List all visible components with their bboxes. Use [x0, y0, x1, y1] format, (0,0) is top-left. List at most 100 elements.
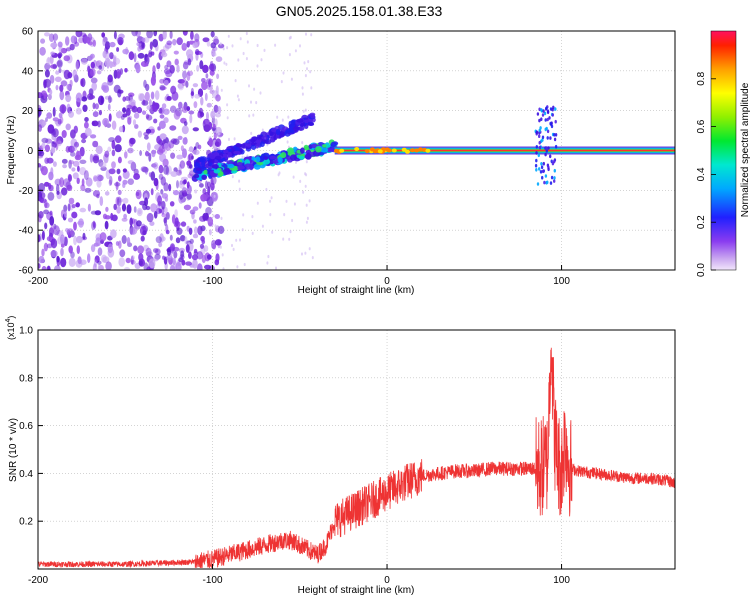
- noise-faint-dot: [310, 86, 313, 90]
- noise-faint-dot: [281, 118, 284, 122]
- noise-dot: [212, 123, 216, 129]
- noise-dot: [92, 190, 101, 197]
- noise-dot: [163, 142, 169, 149]
- noise-dot: [50, 146, 56, 154]
- noise-dot: [188, 251, 192, 259]
- noise-dot: [97, 260, 102, 265]
- noise-dot: [67, 217, 74, 223]
- noise-dot: [165, 212, 170, 220]
- noise-dot: [61, 158, 68, 164]
- noise-dot: [192, 233, 199, 239]
- noise-faint-dot: [295, 160, 297, 164]
- branch-dot: [296, 118, 304, 123]
- svg-text:(x104): (x104): [5, 316, 16, 340]
- noise-faint-dot: [301, 92, 304, 96]
- noise-faint-dot: [289, 35, 292, 40]
- disturbance-dot: [545, 106, 548, 111]
- noise-dot: [176, 227, 183, 235]
- noise-dot: [46, 157, 54, 164]
- noise-dot: [60, 187, 68, 196]
- noise-dot: [150, 171, 156, 181]
- noise-dot: [108, 95, 112, 104]
- noise-faint-dot: [303, 61, 306, 65]
- noise-dot: [93, 259, 98, 268]
- snr-series-line: [38, 347, 675, 569]
- noise-dot: [93, 242, 99, 247]
- noise-dot: [87, 203, 91, 212]
- noise-faint-dot: [305, 173, 308, 177]
- spectrogram-y-tick-label-1: -40: [19, 226, 34, 237]
- branch-dot: [233, 150, 241, 155]
- noise-faint-dot: [282, 237, 285, 241]
- noise-dot: [146, 105, 151, 110]
- noise-dot: [62, 164, 67, 169]
- spectrogram-y-tick-label-3: 0: [27, 146, 33, 157]
- noise-dot: [199, 60, 204, 70]
- noise-dot: [156, 208, 162, 215]
- noise-dot: [189, 209, 196, 215]
- disturbance-dot: [538, 128, 541, 133]
- noise-dot: [50, 224, 54, 233]
- spectrogram-x-tick-label-3: 100: [553, 276, 570, 287]
- noise-dot: [131, 31, 138, 37]
- noise-dot: [133, 173, 141, 180]
- noise-dot: [136, 207, 143, 217]
- noise-dot: [157, 201, 162, 207]
- noise-dot: [186, 193, 192, 200]
- noise-dot: [84, 121, 89, 129]
- noise-faint-dot: [239, 37, 242, 41]
- spectrogram-y-tick-label-0: -60: [19, 266, 34, 277]
- noise-dot: [101, 32, 106, 38]
- noise-faint-dot: [304, 251, 307, 255]
- noise-faint-dot: [291, 218, 294, 223]
- snr-x-tick-label-0: -200: [28, 575, 48, 586]
- noise-faint-dot: [231, 44, 234, 48]
- noise-dot: [183, 204, 191, 211]
- noise-dot: [158, 120, 166, 129]
- disturbance-dot: [535, 158, 538, 163]
- noise-dot: [208, 265, 215, 270]
- noise-faint-dot: [222, 47, 225, 51]
- disturbance-dot: [541, 138, 544, 142]
- noise-dot: [207, 181, 211, 188]
- noise-dot: [113, 31, 117, 40]
- noise-faint-dot: [305, 160, 308, 164]
- noise-dot: [108, 179, 113, 186]
- branch-dot: [288, 124, 296, 128]
- noise-dot: [159, 233, 164, 243]
- noise-dot: [145, 83, 150, 92]
- noise-dot: [176, 154, 184, 160]
- snr-y-scale-exponent: 4: [5, 318, 12, 322]
- noise-dot: [92, 111, 99, 118]
- noise-faint-dot: [235, 238, 238, 242]
- noise-dot: [152, 102, 159, 113]
- noise-dot: [80, 77, 86, 88]
- disturbance-dot: [546, 129, 550, 134]
- noise-faint-dot: [286, 140, 289, 144]
- noise-dot: [102, 50, 107, 59]
- snr-x-tick-label-3: 100: [553, 575, 570, 586]
- noise-faint-dot: [309, 70, 312, 74]
- noise-dot: [202, 213, 206, 222]
- noise-dot: [109, 52, 114, 60]
- noise-dot: [65, 123, 71, 131]
- noise-dot: [58, 67, 62, 74]
- disturbance-dot: [541, 113, 545, 117]
- noise-dot: [197, 112, 201, 118]
- noise-dot: [84, 117, 89, 122]
- noise-faint-dot: [246, 40, 249, 44]
- noise-dot: [161, 193, 169, 199]
- noise-dot: [121, 217, 128, 222]
- noise-dot: [158, 242, 163, 248]
- branch-dot: [308, 122, 315, 126]
- noise-dot: [161, 200, 166, 210]
- noise-dot: [47, 93, 52, 101]
- noise-dot: [52, 106, 56, 117]
- noise-faint-dot: [217, 132, 220, 136]
- noise-dot: [80, 58, 88, 65]
- noise-dot: [92, 155, 100, 164]
- noise-dot: [139, 150, 143, 157]
- noise-dot: [194, 93, 201, 99]
- snr-y-axis-label: SNR (10 * v/v): [8, 418, 19, 482]
- noise-dot: [200, 225, 206, 232]
